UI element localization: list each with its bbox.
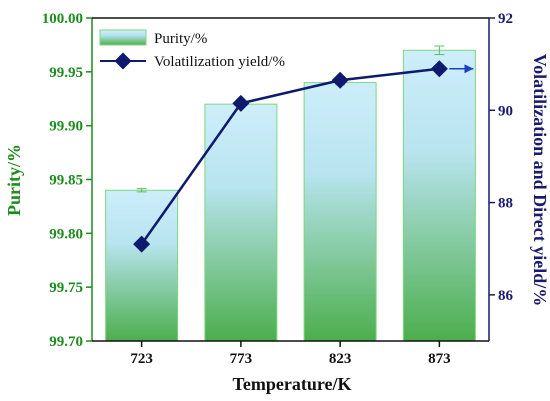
legend-yield-marker bbox=[114, 52, 132, 70]
bar-873 bbox=[402, 49, 476, 342]
line-point-773 bbox=[232, 94, 250, 112]
x-tick-label: 723 bbox=[130, 351, 153, 367]
line-path bbox=[140, 67, 440, 245]
y-left-tick-label: 99.85 bbox=[49, 173, 83, 189]
y-left-tick-label: 100.00 bbox=[42, 11, 83, 27]
y-right-tick-label: 90 bbox=[498, 103, 513, 119]
legend-purity-swatch bbox=[99, 29, 147, 46]
y-axis-left-title: Purity/% bbox=[4, 144, 24, 216]
axes: 99.70 99.75 99.80 99.85 99.90 99.95 100.00 86 88… bbox=[42, 11, 514, 367]
y-axis-right-title: Volatilization and Direct yield/% bbox=[530, 54, 550, 307]
line-point-873 bbox=[430, 60, 448, 78]
x-tick-label: 773 bbox=[230, 351, 253, 367]
line-point-823 bbox=[331, 71, 349, 89]
y-right-tick-label: 86 bbox=[498, 288, 514, 304]
x-tick-label: 823 bbox=[329, 351, 352, 367]
legend: Purity/% Volatilization yield/% bbox=[99, 29, 285, 70]
y-right-tick-label: 88 bbox=[498, 196, 513, 212]
bar-773 bbox=[204, 103, 278, 342]
bar-823 bbox=[303, 82, 377, 342]
x-axis-title: Temperature/K bbox=[233, 374, 352, 394]
y-right-tick-label: 92 bbox=[498, 11, 513, 27]
y-left-tick-label: 99.80 bbox=[49, 226, 83, 242]
y-left-tick-label: 99.70 bbox=[49, 334, 83, 350]
line-series bbox=[133, 60, 474, 253]
bar-723 bbox=[105, 189, 179, 342]
legend-yield-label: Volatilization yield/% bbox=[154, 54, 285, 70]
line-point-723 bbox=[133, 235, 151, 253]
bar-series bbox=[105, 49, 476, 342]
legend-purity-label: Purity/% bbox=[154, 31, 207, 47]
y-left-tick-label: 99.75 bbox=[49, 280, 83, 296]
y-left-tick-label: 99.90 bbox=[49, 119, 83, 135]
y-left-tick-label: 99.95 bbox=[49, 65, 83, 81]
x-tick-label: 873 bbox=[428, 351, 451, 367]
